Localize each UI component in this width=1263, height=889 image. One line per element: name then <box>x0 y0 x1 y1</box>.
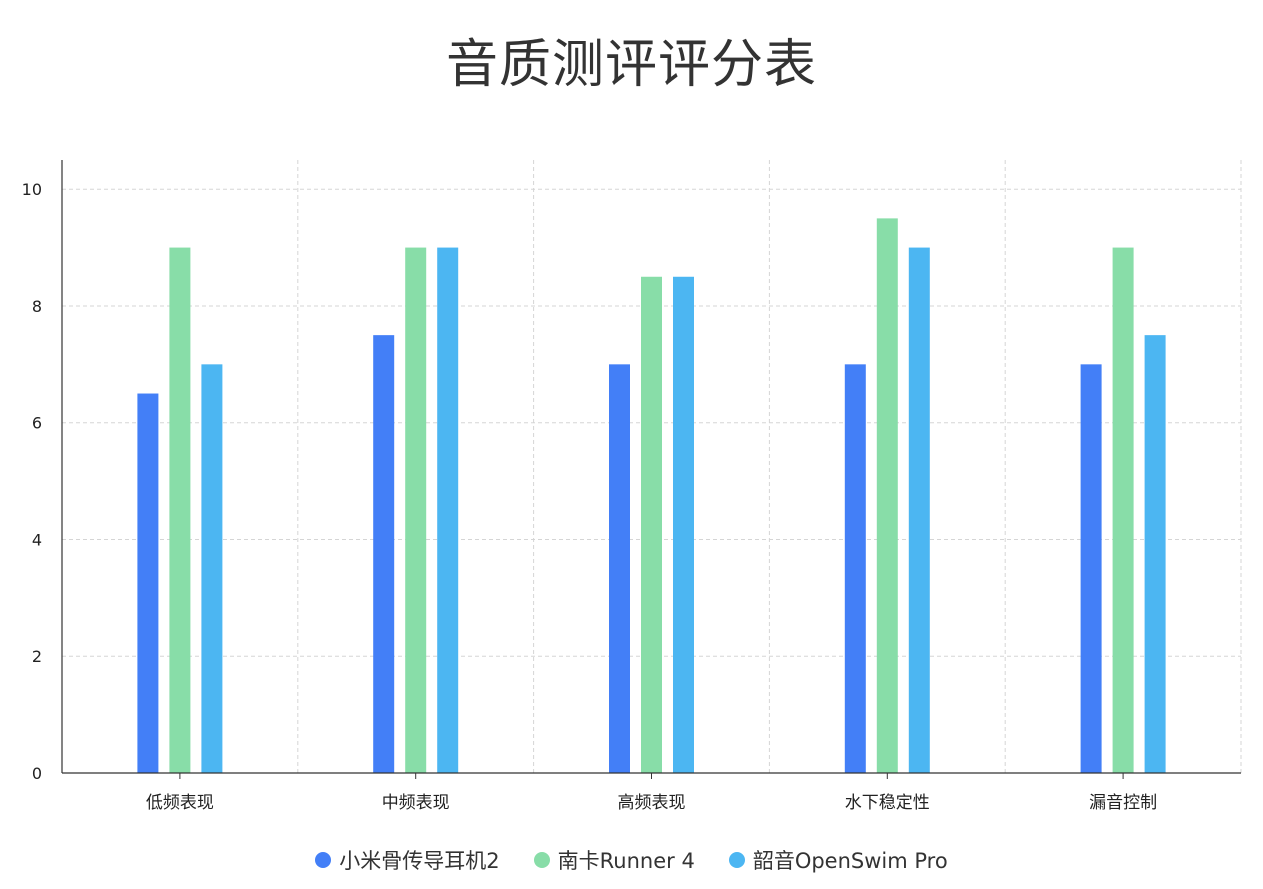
x-tick-label: 漏音控制 <box>1089 793 1157 813</box>
legend-dot-icon <box>315 852 332 868</box>
bar <box>1144 335 1166 773</box>
legend: 小米骨传导耳机2 南卡Runner 4 韶音OpenSwim Pro <box>0 845 1263 875</box>
bar <box>609 364 630 773</box>
bar <box>201 364 223 773</box>
x-tick-label: 低频表现 <box>146 793 214 813</box>
bar <box>673 276 694 773</box>
y-tick-label: 4 <box>32 530 42 549</box>
x-tick-labels: 低频表现 中频表现 高频表现 水下稳定性 漏音控制 <box>146 793 1157 813</box>
legend-dot-icon <box>728 852 745 868</box>
legend-item[interactable]: 韶音OpenSwim Pro <box>728 845 948 875</box>
chart-title: 音质测评评分表 <box>445 35 817 95</box>
bar <box>437 247 459 774</box>
y-tick-label: 2 <box>32 647 42 666</box>
legend-dot-icon <box>533 852 550 868</box>
bars <box>137 218 1166 774</box>
x-tick-label: 中频表现 <box>382 793 450 813</box>
bar <box>137 393 159 773</box>
y-tick-label: 6 <box>32 414 42 433</box>
y-tick-label: 0 <box>32 764 42 783</box>
bar <box>908 247 930 774</box>
legend-label: 小米骨传导耳机2 <box>339 849 500 873</box>
legend-item[interactable]: 南卡Runner 4 <box>533 845 695 875</box>
bar <box>844 364 866 773</box>
legend-label: 韶音OpenSwim Pro <box>752 849 948 873</box>
bar <box>876 218 898 773</box>
y-tick-label: 10 <box>22 180 42 199</box>
bar <box>641 276 662 773</box>
bar <box>1080 364 1102 773</box>
axes <box>61 160 1241 779</box>
bar <box>405 247 427 774</box>
y-tick-labels: 0 2 4 6 8 10 <box>22 180 42 783</box>
legend-item[interactable]: 小米骨传导耳机2 <box>315 845 500 875</box>
bar <box>1112 247 1134 774</box>
y-tick-label: 8 <box>32 297 42 316</box>
bar <box>373 335 395 773</box>
bar <box>169 247 191 774</box>
x-tick-label: 水下稳定性 <box>845 793 930 813</box>
x-tick-label: 高频表现 <box>618 793 686 813</box>
legend-label: 南卡Runner 4 <box>557 849 695 873</box>
